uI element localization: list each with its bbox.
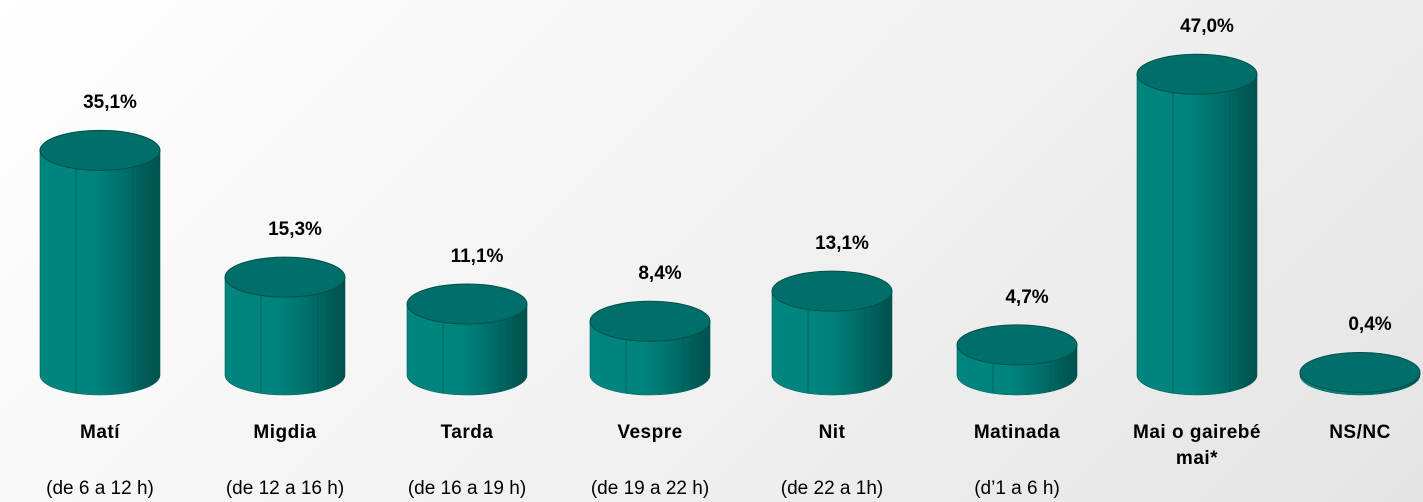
value-label: 0,4% [1348, 314, 1392, 336]
category-label: Nit [818, 422, 846, 443]
bar [39, 129, 161, 396]
bar [956, 324, 1078, 396]
value-label: 13,1% [815, 233, 869, 255]
category-label: Vespre [617, 422, 683, 443]
value-label: 4,7% [1005, 286, 1049, 308]
category-sublabel: (de 22 a 1h) [780, 478, 884, 499]
category-sublabel: (de 12 a 16 h) [225, 478, 345, 499]
category-label: Matí [80, 422, 120, 443]
bar [771, 270, 893, 396]
category-label: NS/NC [1329, 422, 1391, 443]
category-label: Tarda [440, 422, 494, 443]
category-sublabel: (de 16 a 19 h) [407, 478, 527, 499]
bar [1136, 53, 1258, 396]
category-label: Matinada [973, 422, 1061, 443]
bar [1299, 351, 1421, 396]
value-label: 35,1% [83, 92, 137, 114]
category-sublabel: (de 6 a 12 h) [46, 478, 154, 499]
value-label: 47,0% [1180, 16, 1234, 38]
category-sublabel: (de 19 a 22 h) [590, 478, 710, 499]
value-label: 8,4% [638, 263, 682, 285]
value-label: 15,3% [268, 219, 322, 241]
category-sublabel: (d’1 a 6 h) [974, 478, 1060, 499]
bar [589, 300, 711, 396]
value-label: 11,1% [450, 245, 504, 267]
category-label: Migdia [253, 422, 317, 443]
bar [406, 283, 528, 396]
category-label: Mai o gairebé mai* [1133, 422, 1261, 469]
bar [224, 256, 346, 396]
